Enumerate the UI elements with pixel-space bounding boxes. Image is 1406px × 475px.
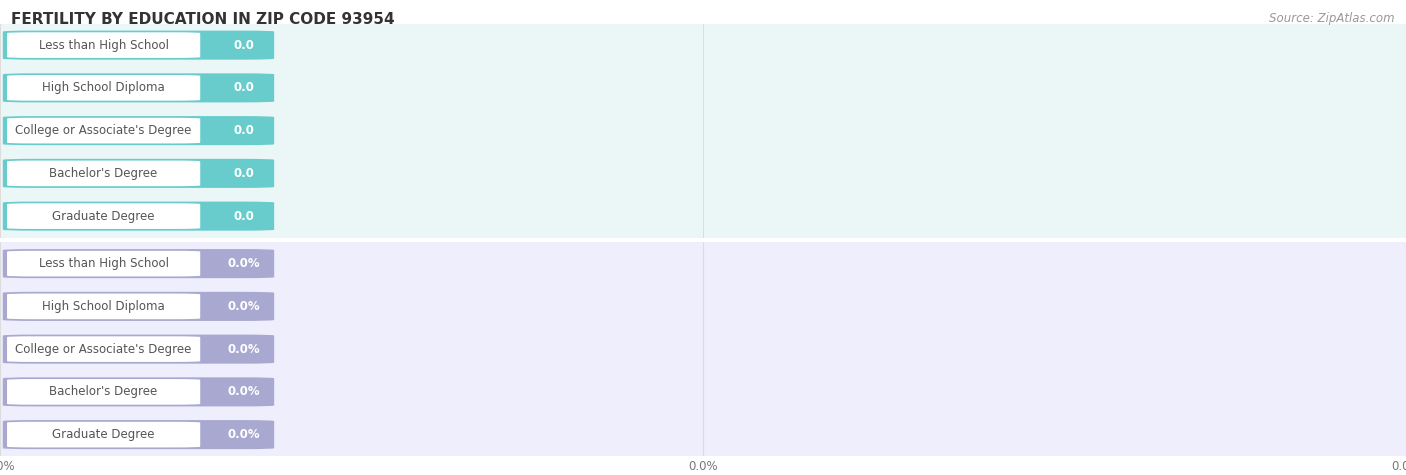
FancyBboxPatch shape bbox=[7, 422, 200, 447]
FancyBboxPatch shape bbox=[3, 377, 274, 407]
Text: 0.0: 0.0 bbox=[233, 81, 254, 95]
FancyBboxPatch shape bbox=[3, 201, 274, 231]
FancyBboxPatch shape bbox=[3, 334, 274, 364]
FancyBboxPatch shape bbox=[7, 118, 200, 143]
Bar bbox=[0, 66, 1406, 109]
Text: 0.0: 0.0 bbox=[233, 38, 254, 52]
Text: Bachelor's Degree: Bachelor's Degree bbox=[49, 385, 157, 399]
FancyBboxPatch shape bbox=[7, 294, 200, 319]
Text: High School Diploma: High School Diploma bbox=[42, 81, 165, 95]
Bar bbox=[0, 24, 1406, 66]
Text: Less than High School: Less than High School bbox=[38, 257, 169, 270]
Text: 0.0%: 0.0% bbox=[228, 385, 260, 399]
Text: 0.0%: 0.0% bbox=[228, 257, 260, 270]
Text: College or Associate's Degree: College or Associate's Degree bbox=[15, 124, 191, 137]
Text: Bachelor's Degree: Bachelor's Degree bbox=[49, 167, 157, 180]
FancyBboxPatch shape bbox=[7, 161, 200, 186]
FancyBboxPatch shape bbox=[7, 379, 200, 405]
FancyBboxPatch shape bbox=[7, 32, 200, 58]
Text: 0.0%: 0.0% bbox=[228, 300, 260, 313]
FancyBboxPatch shape bbox=[7, 251, 200, 276]
Bar bbox=[0, 328, 1406, 371]
Bar bbox=[0, 152, 1406, 195]
Text: 0.0%: 0.0% bbox=[228, 428, 260, 441]
Text: 0.0: 0.0 bbox=[233, 167, 254, 180]
FancyBboxPatch shape bbox=[7, 203, 200, 229]
Bar bbox=[0, 242, 1406, 285]
Bar bbox=[0, 195, 1406, 238]
Text: Graduate Degree: Graduate Degree bbox=[52, 428, 155, 441]
FancyBboxPatch shape bbox=[3, 116, 274, 145]
Bar bbox=[0, 370, 1406, 413]
FancyBboxPatch shape bbox=[3, 30, 274, 60]
Bar bbox=[0, 413, 1406, 456]
Bar bbox=[0, 109, 1406, 152]
Text: High School Diploma: High School Diploma bbox=[42, 300, 165, 313]
FancyBboxPatch shape bbox=[7, 336, 200, 362]
Text: FERTILITY BY EDUCATION IN ZIP CODE 93954: FERTILITY BY EDUCATION IN ZIP CODE 93954 bbox=[11, 12, 395, 27]
Text: 0.0%: 0.0% bbox=[228, 342, 260, 356]
Text: Graduate Degree: Graduate Degree bbox=[52, 209, 155, 223]
FancyBboxPatch shape bbox=[3, 159, 274, 188]
Text: 0.0: 0.0 bbox=[233, 209, 254, 223]
FancyBboxPatch shape bbox=[3, 292, 274, 321]
Text: 0.0: 0.0 bbox=[233, 124, 254, 137]
Bar bbox=[0, 285, 1406, 328]
Text: Source: ZipAtlas.com: Source: ZipAtlas.com bbox=[1270, 12, 1395, 25]
FancyBboxPatch shape bbox=[7, 75, 200, 101]
FancyBboxPatch shape bbox=[3, 249, 274, 278]
FancyBboxPatch shape bbox=[3, 420, 274, 449]
Text: Less than High School: Less than High School bbox=[38, 38, 169, 52]
Text: College or Associate's Degree: College or Associate's Degree bbox=[15, 342, 191, 356]
FancyBboxPatch shape bbox=[3, 73, 274, 103]
